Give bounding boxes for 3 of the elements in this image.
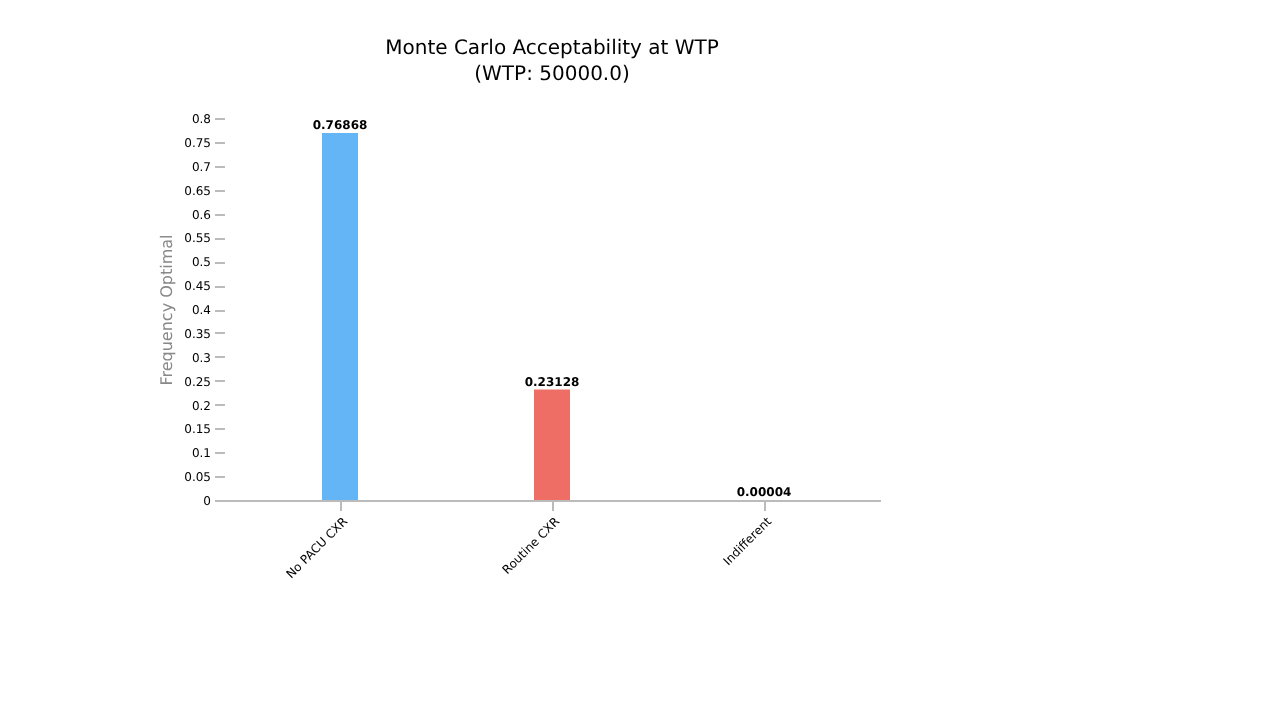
chart-subtitle: (WTP: 50000.0) (474, 64, 630, 86)
y-axis-title: Frequency Optimal (158, 234, 177, 386)
chart-title: Monte Carlo Acceptability at WTP (385, 38, 719, 60)
